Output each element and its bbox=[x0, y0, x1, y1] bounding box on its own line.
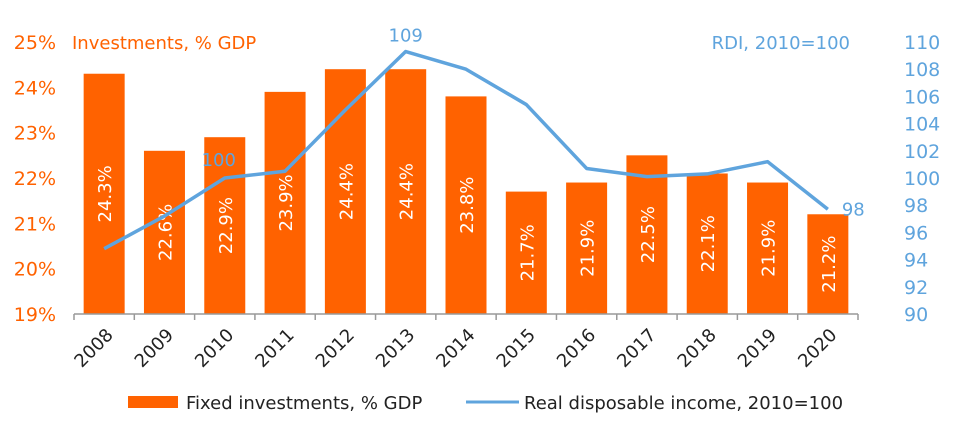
bar-data-label: 22.1% bbox=[698, 215, 719, 272]
right-tick-label: 92 bbox=[904, 277, 928, 299]
legend-label-bar: Fixed investments, % GDP bbox=[186, 393, 422, 414]
bar bbox=[747, 182, 789, 314]
x-tick-label: 2012 bbox=[312, 325, 359, 372]
right-tick-label: 96 bbox=[904, 222, 928, 244]
bar bbox=[83, 73, 125, 314]
x-tick-label: 2018 bbox=[674, 325, 721, 372]
bar bbox=[264, 91, 306, 314]
bar bbox=[204, 137, 246, 314]
bar bbox=[626, 155, 668, 314]
x-tick-label: 2014 bbox=[432, 325, 479, 372]
right-axis-title: RDI, 2010=100 bbox=[712, 33, 850, 54]
left-tick-label: 19% bbox=[14, 304, 56, 326]
legend-label-line: Real disposable income, 2010=100 bbox=[524, 393, 843, 414]
right-tick-label: 110 bbox=[904, 32, 940, 54]
bar bbox=[385, 69, 427, 314]
bar-data-label: 21.7% bbox=[517, 224, 538, 281]
right-tick-label: 106 bbox=[904, 86, 940, 108]
bar-data-label: 21.2% bbox=[819, 236, 840, 293]
bar bbox=[686, 173, 728, 314]
right-tick-label: 104 bbox=[904, 114, 940, 136]
bar-data-label: 21.9% bbox=[578, 220, 599, 277]
bar-data-label: 21.9% bbox=[759, 220, 780, 277]
right-axis: 90 92 94 96 98 100 102 104 106 108 110 bbox=[904, 32, 940, 326]
left-tick-label: 22% bbox=[14, 168, 56, 190]
line-series: 100 109 98 bbox=[103, 26, 865, 251]
x-tick-label: 2009 bbox=[131, 325, 178, 372]
x-tick-label: 2016 bbox=[553, 325, 600, 372]
bar bbox=[566, 182, 608, 314]
legend: Fixed investments, % GDP Real disposable… bbox=[128, 393, 843, 414]
right-tick-label: 100 bbox=[904, 168, 940, 190]
left-tick-label: 23% bbox=[14, 123, 56, 145]
left-tick-label: 24% bbox=[14, 77, 56, 99]
bar bbox=[505, 191, 547, 314]
bar-data-label: 23.8% bbox=[457, 177, 478, 234]
x-tick-label: 2011 bbox=[251, 325, 298, 372]
x-tick-label: 2010 bbox=[191, 325, 238, 372]
left-axis-title: Investments, % GDP bbox=[72, 33, 256, 54]
bar bbox=[445, 96, 487, 315]
left-tick-label: 25% bbox=[14, 32, 56, 54]
bar-data-label: 24.4% bbox=[336, 163, 357, 220]
left-tick-label: 21% bbox=[14, 213, 56, 235]
right-tick-label: 98 bbox=[904, 195, 928, 217]
bar-data-label: 22.9% bbox=[216, 197, 237, 254]
x-tick-label: 2013 bbox=[372, 325, 419, 372]
bar bbox=[143, 150, 185, 314]
left-tick-label: 20% bbox=[14, 259, 56, 281]
bar-data-label: 24.3% bbox=[95, 165, 116, 222]
x-tick-label: 2015 bbox=[493, 325, 540, 372]
x-axis: 2008 2009 2010 2011 2012 2013 2014 2015 2016 2017… bbox=[70, 313, 859, 372]
bar-data-label: 23.9% bbox=[276, 174, 297, 231]
x-tick-label: 2020 bbox=[794, 325, 841, 372]
x-tick-label: 2019 bbox=[734, 325, 781, 372]
line-data-label: 98 bbox=[842, 199, 865, 220]
right-tick-label: 108 bbox=[904, 59, 940, 81]
bar bbox=[807, 214, 849, 314]
line-data-label: 109 bbox=[389, 26, 423, 47]
x-tick-label: 2017 bbox=[613, 325, 660, 372]
legend-swatch-bar bbox=[128, 396, 178, 408]
x-tick-label: 2008 bbox=[70, 325, 117, 372]
line-data-label: 100 bbox=[202, 150, 236, 171]
left-axis: 19% 20% 21% 22% 23% 24% 25% bbox=[14, 32, 56, 326]
bar-data-label: 24.4% bbox=[397, 163, 418, 220]
bar-data-label: 22.5% bbox=[638, 206, 659, 263]
bar-series: 24.3%22.6% 22.9% 23.9% 24.4% 24.4% 23.8%21.7%… bbox=[83, 69, 849, 315]
right-tick-label: 90 bbox=[904, 304, 928, 326]
right-tick-label: 102 bbox=[904, 141, 940, 163]
right-tick-label: 94 bbox=[904, 250, 928, 272]
